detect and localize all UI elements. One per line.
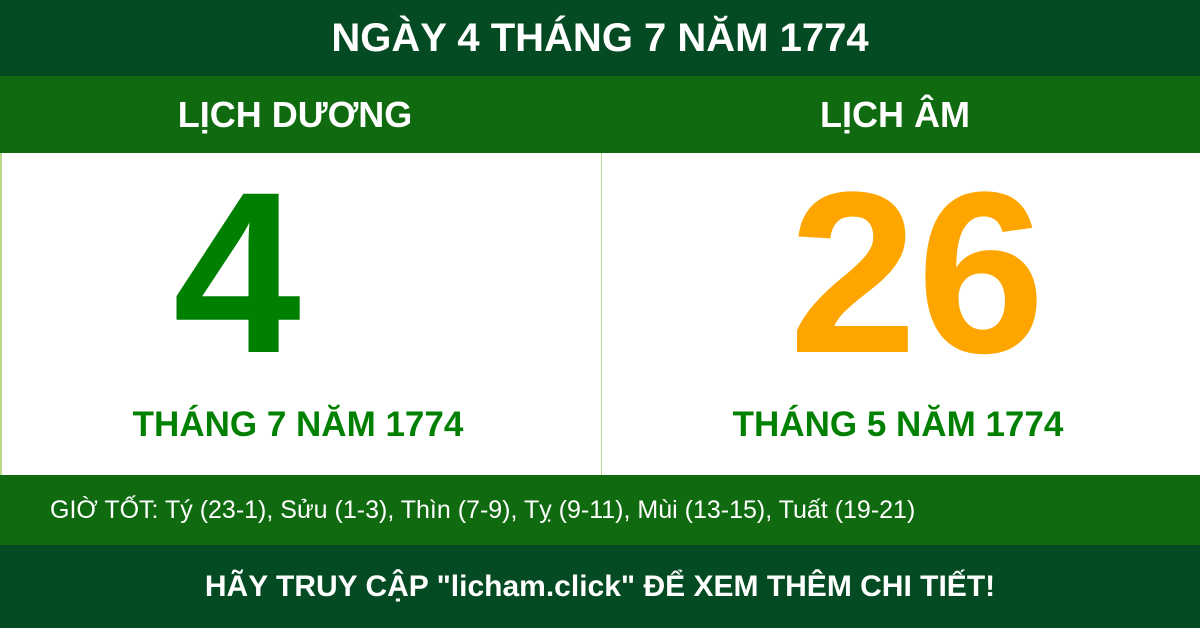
lunar-heading: LỊCH ÂM (820, 94, 970, 135)
date-panel: 4 THÁNG 7 NĂM 1774 26 THÁNG 5 NĂM 1774 (0, 153, 1200, 475)
divider (601, 153, 602, 475)
solar-month-year: THÁNG 7 NĂM 1774 (132, 405, 464, 444)
page-title: NGÀY 4 THÁNG 7 NĂM 1774 (0, 0, 1200, 76)
lunar-day: 26 (789, 144, 1045, 401)
footer-cta: HÃY TRUY CẬP "licham.click" ĐỂ XEM THÊM … (0, 545, 1200, 628)
column-headers: LỊCH DƯƠNG LỊCH ÂM (0, 76, 1200, 153)
solar-heading: LỊCH DƯƠNG (177, 94, 413, 135)
lunar-month-year: THÁNG 5 NĂM 1774 (732, 405, 1064, 444)
good-hours: GIỜ TỐT: Tý (23-1), Sửu (1-3), Thìn (7-9… (0, 475, 1200, 545)
solar-day: 4 (173, 144, 301, 401)
